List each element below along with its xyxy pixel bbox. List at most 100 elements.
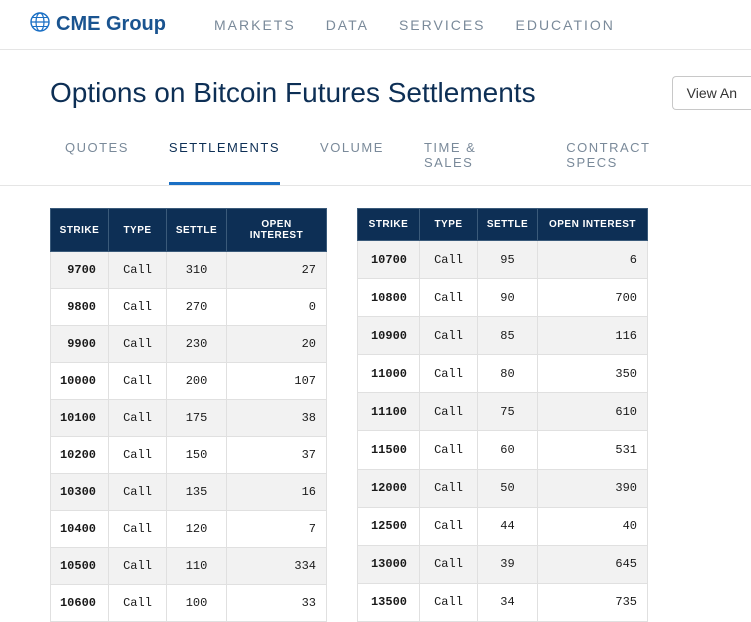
col-settle: SETTLE [167, 209, 227, 252]
cell-open-interest: 735 [538, 583, 648, 621]
cell-strike: 10300 [51, 474, 109, 511]
col-open-interest: OPEN INTEREST [538, 209, 648, 241]
brand-name: CME Group [56, 13, 166, 36]
brand-logo[interactable]: CME Group [30, 12, 166, 37]
cell-settle: 90 [478, 279, 538, 317]
cell-type: Call [109, 363, 167, 400]
top-nav-bar: CME Group MARKETS DATA SERVICES EDUCATIO… [0, 0, 751, 50]
cell-strike: 10900 [358, 317, 420, 355]
cell-open-interest: 37 [227, 437, 327, 474]
cell-strike: 10600 [51, 585, 109, 622]
nav-education[interactable]: EDUCATION [516, 17, 615, 33]
cell-strike: 10500 [51, 548, 109, 585]
table-row: 10800Call90700 [358, 279, 648, 317]
cell-settle: 200 [167, 363, 227, 400]
cell-type: Call [109, 511, 167, 548]
page-title: Options on Bitcoin Futures Settlements [50, 77, 536, 109]
cell-type: Call [420, 507, 478, 545]
page-header: Options on Bitcoin Futures Settlements V… [0, 50, 751, 130]
cell-type: Call [109, 289, 167, 326]
cell-strike: 13500 [358, 583, 420, 621]
cell-open-interest: 0 [227, 289, 327, 326]
cell-type: Call [420, 393, 478, 431]
cell-strike: 10400 [51, 511, 109, 548]
cell-settle: 110 [167, 548, 227, 585]
cell-strike: 12000 [358, 469, 420, 507]
tab-time-sales[interactable]: TIME & SALES [424, 130, 526, 185]
cell-strike: 10700 [358, 241, 420, 279]
cell-settle: 230 [167, 326, 227, 363]
cell-open-interest: 531 [538, 431, 648, 469]
col-strike: STRIKE [358, 209, 420, 241]
cell-open-interest: 350 [538, 355, 648, 393]
nav-services[interactable]: SERVICES [399, 17, 486, 33]
cell-settle: 175 [167, 400, 227, 437]
table-row: 10500Call110334 [51, 548, 327, 585]
settlements-tables: STRIKE TYPE SETTLE OPEN INTEREST 9700Cal… [0, 186, 751, 622]
cell-open-interest: 116 [538, 317, 648, 355]
cell-settle: 50 [478, 469, 538, 507]
content-tabs: QUOTES SETTLEMENTS VOLUME TIME & SALES C… [0, 130, 751, 186]
tab-settlements[interactable]: SETTLEMENTS [169, 130, 280, 185]
nav-data[interactable]: DATA [326, 17, 369, 33]
cell-strike: 11100 [358, 393, 420, 431]
table-row: 13000Call39645 [358, 545, 648, 583]
cell-open-interest: 645 [538, 545, 648, 583]
col-strike: STRIKE [51, 209, 109, 252]
cell-open-interest: 700 [538, 279, 648, 317]
nav-markets[interactable]: MARKETS [214, 17, 296, 33]
cell-open-interest: 27 [227, 252, 327, 289]
table-row: 12000Call50390 [358, 469, 648, 507]
table-row: 9900Call23020 [51, 326, 327, 363]
cell-type: Call [420, 317, 478, 355]
cell-type: Call [109, 400, 167, 437]
cell-open-interest: 20 [227, 326, 327, 363]
primary-nav: MARKETS DATA SERVICES EDUCATION [214, 17, 615, 33]
cell-type: Call [420, 431, 478, 469]
table-row: 11500Call60531 [358, 431, 648, 469]
cell-strike: 10200 [51, 437, 109, 474]
cell-settle: 135 [167, 474, 227, 511]
cell-type: Call [420, 545, 478, 583]
cell-settle: 44 [478, 507, 538, 545]
table-row: 12500Call4440 [358, 507, 648, 545]
cell-strike: 9900 [51, 326, 109, 363]
cell-open-interest: 40 [538, 507, 648, 545]
cell-strike: 11000 [358, 355, 420, 393]
tab-quotes[interactable]: QUOTES [65, 130, 129, 185]
cell-settle: 150 [167, 437, 227, 474]
cell-settle: 60 [478, 431, 538, 469]
col-type: TYPE [420, 209, 478, 241]
cell-settle: 120 [167, 511, 227, 548]
cell-open-interest: 7 [227, 511, 327, 548]
cell-strike: 9700 [51, 252, 109, 289]
table-row: 10200Call15037 [51, 437, 327, 474]
cell-type: Call [109, 437, 167, 474]
cell-type: Call [109, 252, 167, 289]
table-row: 10600Call10033 [51, 585, 327, 622]
cell-settle: 34 [478, 583, 538, 621]
cell-strike: 12500 [358, 507, 420, 545]
tab-contract-specs[interactable]: CONTRACT SPECS [566, 130, 701, 185]
cell-type: Call [109, 585, 167, 622]
cell-settle: 39 [478, 545, 538, 583]
cell-strike: 10000 [51, 363, 109, 400]
cell-settle: 75 [478, 393, 538, 431]
cell-settle: 310 [167, 252, 227, 289]
cell-open-interest: 390 [538, 469, 648, 507]
view-another-button[interactable]: View An [672, 76, 751, 110]
settlements-table-right: STRIKE TYPE SETTLE OPEN INTEREST 10700Ca… [357, 208, 648, 622]
table-row: 11100Call75610 [358, 393, 648, 431]
cell-settle: 100 [167, 585, 227, 622]
tab-volume[interactable]: VOLUME [320, 130, 384, 185]
col-type: TYPE [109, 209, 167, 252]
cell-strike: 10800 [358, 279, 420, 317]
col-open-interest: OPEN INTEREST [227, 209, 327, 252]
cell-open-interest: 16 [227, 474, 327, 511]
cell-settle: 85 [478, 317, 538, 355]
cell-type: Call [109, 326, 167, 363]
table-row: 10900Call85116 [358, 317, 648, 355]
table-row: 11000Call80350 [358, 355, 648, 393]
cell-strike: 9800 [51, 289, 109, 326]
table-row: 10300Call13516 [51, 474, 327, 511]
